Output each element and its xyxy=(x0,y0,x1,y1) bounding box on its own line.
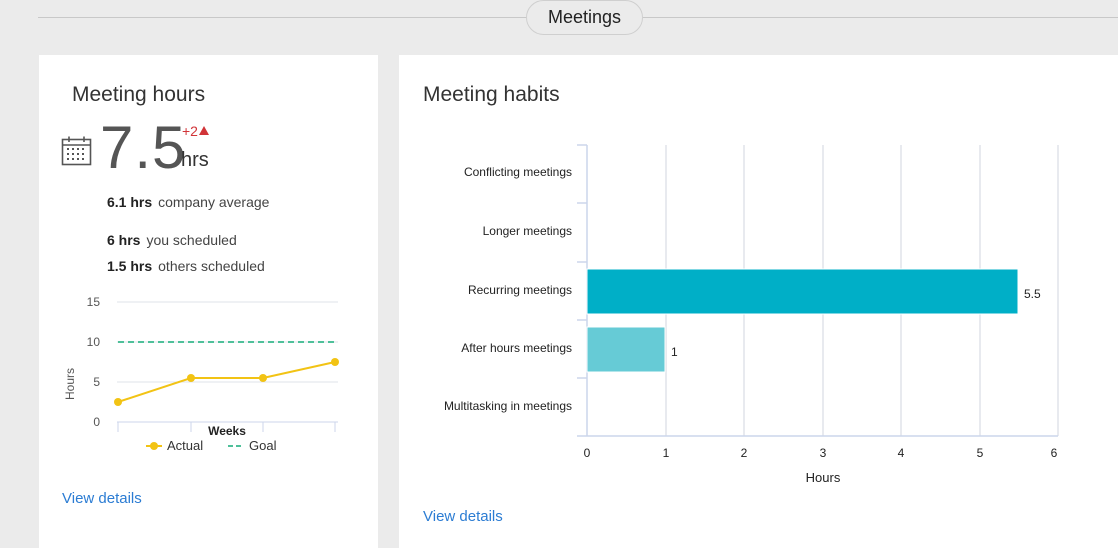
legend-label: Goal xyxy=(249,438,277,453)
meeting-habits-title: Meeting habits xyxy=(423,83,560,106)
meeting-hours-title: Meeting hours xyxy=(72,83,206,106)
x-axis-label: Hours xyxy=(806,470,841,485)
stat-value: 6 hrs xyxy=(107,232,141,248)
x-tick: 5 xyxy=(977,446,984,460)
meeting-hours-value: 7.5 xyxy=(100,114,187,181)
bar-data-label: 1 xyxy=(671,345,678,359)
y-tick: 15 xyxy=(87,295,101,309)
bar-data-label: 5.5 xyxy=(1024,287,1041,301)
section-header: Meetings xyxy=(0,0,1118,40)
stat-label: company average xyxy=(158,194,270,210)
legend-label: Actual xyxy=(167,438,203,453)
y-tick: 10 xyxy=(87,335,101,349)
y-tick: 0 xyxy=(93,415,100,429)
data-point[interactable] xyxy=(114,398,122,406)
meeting-hours-unit: hrs xyxy=(181,149,209,171)
meeting-hours-line-chart: 15 10 5 0 Hours Weeks Actual Goal xyxy=(63,295,339,453)
category-label: Recurring meetings xyxy=(468,283,572,297)
x-tick: 0 xyxy=(584,446,591,460)
x-tick: 3 xyxy=(820,446,827,460)
stat-value: 6.1 hrs xyxy=(107,194,153,210)
stat-you-scheduled: 6 hrs you scheduled xyxy=(107,232,237,248)
bar-recurring-meetings[interactable] xyxy=(586,268,1019,315)
category-label: Longer meetings xyxy=(483,224,572,238)
actual-series-line xyxy=(117,361,336,403)
x-tick: 4 xyxy=(898,446,905,460)
meeting-habits-view-details-link[interactable]: View details xyxy=(423,508,503,525)
bar-after-hours-meetings[interactable] xyxy=(586,326,666,373)
data-point[interactable] xyxy=(331,358,339,366)
triangle-up-icon xyxy=(198,126,209,135)
legend-item-goal[interactable]: Goal xyxy=(228,438,277,453)
delta-value: +2 xyxy=(182,123,198,139)
data-point[interactable] xyxy=(187,374,195,382)
stat-company-average: 6.1 hrs company average xyxy=(107,194,269,210)
y-axis-label: Hours xyxy=(63,368,77,400)
stat-label: others scheduled xyxy=(158,258,265,274)
x-axis-label: Weeks xyxy=(208,424,246,438)
x-tick: 1 xyxy=(663,446,670,460)
x-tick: 6 xyxy=(1051,446,1058,460)
legend-item-actual[interactable]: Actual xyxy=(146,438,203,453)
meeting-hours-view-details-link[interactable]: View details xyxy=(62,490,142,507)
category-label: Conflicting meetings xyxy=(464,165,572,179)
section-title: Meetings xyxy=(526,0,643,35)
meeting-hours-delta: +2 xyxy=(182,123,209,139)
stat-value: 1.5 hrs xyxy=(107,258,153,274)
category-label: Multitasking in meetings xyxy=(444,399,572,413)
y-tick: 5 xyxy=(93,375,100,389)
category-label: After hours meetings xyxy=(461,341,572,355)
stat-label: you scheduled xyxy=(146,232,237,248)
data-point[interactable] xyxy=(259,374,267,382)
meeting-habits-card: Meeting habits Conflicting meetings Long… xyxy=(399,55,1118,548)
x-tick: 2 xyxy=(741,446,748,460)
meeting-hours-card: Meeting hours 7.5 +2 hrs 6.1 hrs company … xyxy=(39,55,378,548)
stat-others-scheduled: 1.5 hrs others scheduled xyxy=(107,258,265,274)
calendar-icon xyxy=(61,136,92,166)
meeting-habits-bar-chart: Conflicting meetings Longer meetings Rec… xyxy=(444,144,1059,485)
